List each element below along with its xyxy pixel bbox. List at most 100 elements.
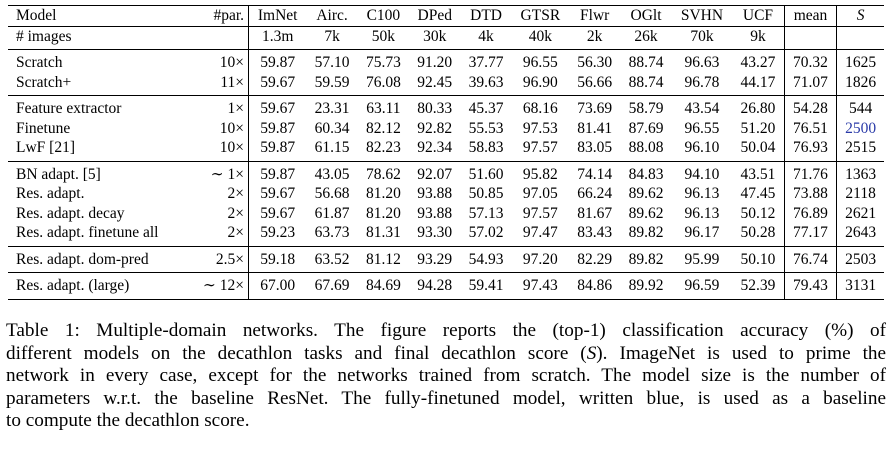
value-cell: 88.74 xyxy=(620,49,672,73)
value-cell: 96.63 xyxy=(671,49,733,73)
value-cell: UCF xyxy=(732,5,785,26)
value-cell: OGlt xyxy=(620,5,672,26)
value-cell: 1363 xyxy=(836,160,884,184)
value-cell: 92.07 xyxy=(409,160,461,184)
value-cell: 82.12 xyxy=(365,119,401,137)
value-cell: 52.39 xyxy=(732,272,785,300)
value-cell: 56.68 xyxy=(314,185,350,202)
value-cell: 84.86 xyxy=(569,272,621,300)
value-cell: 2503 xyxy=(836,245,884,273)
value-cell: 54.28 xyxy=(783,95,838,119)
table-row: BN adapt. [5] ∼ 1× 59.87 43.05 78.62 92.07 51.… xyxy=(8,160,884,184)
value-cell: 93.88 xyxy=(417,185,453,202)
value-cell: 50.28 xyxy=(740,224,776,241)
value-cell: 63.52 xyxy=(306,245,358,273)
value-cell: 23.31 xyxy=(306,95,358,119)
value-cell: 97.20 xyxy=(511,245,570,273)
value-cell: 50.10 xyxy=(732,245,785,273)
value-cell: 57.02 xyxy=(468,224,504,241)
value-cell: 1826 xyxy=(845,73,877,91)
params-cell: 11× xyxy=(189,72,249,96)
value-cell: 58.83 xyxy=(468,139,504,156)
value-cell xyxy=(836,25,884,50)
value-cell: 1625 xyxy=(836,49,884,73)
value-cell: 37.77 xyxy=(460,49,512,73)
value-cell: 92.45 xyxy=(417,73,453,91)
value-cell: 87.69 xyxy=(628,119,664,137)
value-cell: 59.87 xyxy=(260,119,296,137)
value-cell: 96.55 xyxy=(684,119,720,137)
value-cell: 81.20 xyxy=(365,185,401,202)
value-cell: 76.93 xyxy=(783,138,838,161)
value-cell: 2621 xyxy=(845,204,877,222)
model-cell: Scratch xyxy=(8,49,189,73)
value-cell: 63.11 xyxy=(357,95,410,119)
value-cell: 81.20 xyxy=(365,204,401,222)
value-cell: 74.14 xyxy=(569,160,621,184)
value-cell: 54.93 xyxy=(460,245,512,273)
value-cell: 82.29 xyxy=(569,245,621,273)
images-row: # images 1.3m 7k 50k 30k 4k 40k 2k 26k 70k 9k xyxy=(8,25,884,50)
value-cell: 88.08 xyxy=(628,139,664,156)
value-cell: 59.67 xyxy=(260,73,296,91)
value-cell: 79.43 xyxy=(783,272,838,300)
value-cell: 83.43 xyxy=(577,224,613,241)
value-cell: 84.69 xyxy=(357,272,410,300)
model-cell: Scratch+ xyxy=(16,73,72,91)
params-cell: ∼ 12× xyxy=(189,272,249,300)
table-row: Scratch 10× 59.87 57.10 75.73 91.20 37.77 96.55… xyxy=(8,49,884,73)
value-cell: 78.62 xyxy=(357,160,410,184)
value-cell: 91.20 xyxy=(409,49,461,73)
value-cell: DPed xyxy=(409,5,461,26)
value-cell: 39.63 xyxy=(468,73,504,91)
model-cell: Res. adapt. finetune all xyxy=(16,224,159,241)
value-cell: 97.57 xyxy=(522,139,558,156)
value-cell: 45.37 xyxy=(460,95,512,119)
value-cell: 57.13 xyxy=(468,204,504,222)
value-cell: 26k xyxy=(620,25,672,50)
value-cell: SVHN xyxy=(671,5,733,26)
value-cell: 81.12 xyxy=(357,245,410,273)
value-cell: 2643 xyxy=(845,224,877,241)
value-cell: 70k xyxy=(671,25,733,50)
value-cell: 81.41 xyxy=(577,119,613,137)
params-cell: 2× xyxy=(189,203,249,223)
value-cell: 96.55 xyxy=(511,49,570,73)
value-cell: 71.76 xyxy=(783,160,838,184)
value-cell: 59.87 xyxy=(260,139,296,156)
table-row: Res. adapt. (large) ∼ 12× 67.00 67.69 84.69 9… xyxy=(8,272,884,300)
caption-line: network in every case, except for the ne… xyxy=(6,365,886,386)
table-row: Res. adapt. dom-pred 2.5× 59.18 63.52 81.12 9… xyxy=(8,245,884,273)
value-cell: 67.00 xyxy=(248,272,307,300)
model-cell: Feature extractor xyxy=(8,95,189,119)
value-cell: 40k xyxy=(511,25,570,50)
value-cell: 97.47 xyxy=(522,224,558,241)
table-row: Feature extractor 1× 59.67 23.31 63.11 80.33 4… xyxy=(8,95,884,119)
value-cell: 76.89 xyxy=(783,203,838,223)
params-cell: 2× xyxy=(189,184,249,204)
value-cell: 59.67 xyxy=(260,204,296,222)
value-cell: 59.87 xyxy=(248,49,307,73)
value-cell: 73.69 xyxy=(569,95,621,119)
model-cell: BN adapt. [5] xyxy=(8,160,189,184)
value-cell: 44.17 xyxy=(740,73,776,91)
value-cell: 544 xyxy=(836,95,884,119)
value-cell: 1.3m xyxy=(248,25,307,50)
value-cell: 59.41 xyxy=(460,272,512,300)
value-cell: 83.05 xyxy=(577,139,613,156)
caption-line: to compute the decathlon score. xyxy=(6,410,250,431)
value-cell: 97.43 xyxy=(511,272,570,300)
value-cell: 92.34 xyxy=(417,139,453,156)
value-cell: 96.17 xyxy=(684,224,720,241)
value-cell: 56.30 xyxy=(569,49,621,73)
value-cell: 61.87 xyxy=(314,204,350,222)
value-cell: 2k xyxy=(569,25,621,50)
header-row: Model #par. ImNet Airc. C100 DPed DTD GTSR Flwr O… xyxy=(8,5,884,26)
value-cell: 89.92 xyxy=(620,272,672,300)
value-cell: 4k xyxy=(460,25,512,50)
table-row: Res. adapt. decay 2× 59.67 61.87 81.20 93.88 5… xyxy=(8,203,884,223)
value-cell: 81.31 xyxy=(365,224,401,241)
value-cell: 84.83 xyxy=(620,160,672,184)
value-cell: 59.23 xyxy=(260,224,296,241)
value-cell: 94.10 xyxy=(671,160,733,184)
